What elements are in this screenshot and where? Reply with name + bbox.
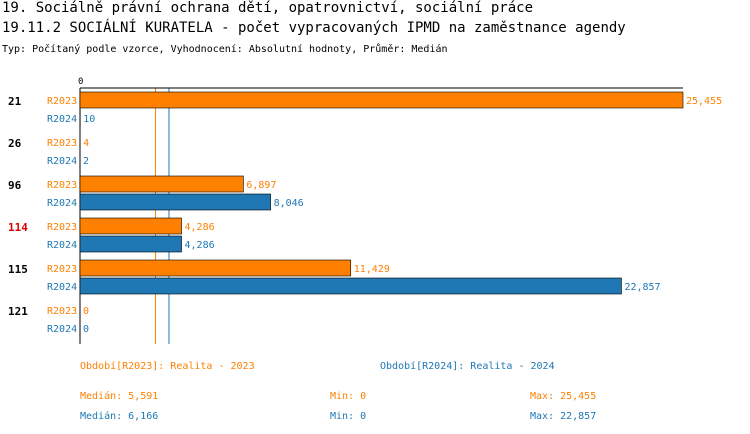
bar-r2023 [79, 175, 244, 193]
category-label: 115 [8, 263, 28, 276]
axis-zero-label: 0 [78, 77, 83, 87]
series-label-r2024: R2024 [47, 198, 77, 209]
stat-median: Medián: 5,591 [80, 390, 158, 402]
category-label: 96 [8, 179, 22, 192]
series-label-r2024: R2024 [47, 324, 77, 335]
series-label-r2023: R2023 [47, 138, 77, 149]
legend-series-1: Období[R2023]: Realita - 2023 [80, 360, 255, 372]
series-label-r2024: R2024 [47, 114, 77, 125]
value-label: 6,897 [246, 180, 276, 191]
bar-r2023 [79, 259, 352, 277]
chart-type-description: Typ: Počítaný podle vzorce, Vyhodnocení:… [2, 44, 448, 55]
bar-r2023 [79, 91, 684, 109]
stat-max: Max: 25,455 [530, 391, 596, 402]
bar-r2024 [79, 235, 182, 253]
series-label-r2023: R2023 [47, 96, 77, 107]
chart-title: 19. Sociálně právní ochrana dětí, opatro… [2, 0, 534, 16]
value-label: 4 [83, 138, 89, 149]
series-label-r2023: R2023 [47, 222, 77, 233]
category-label: 114 [8, 221, 28, 234]
category-label: 26 [8, 137, 22, 150]
value-label: 25,455 [686, 96, 722, 107]
series-label-r2023: R2023 [47, 306, 77, 317]
category-label: 21 [8, 95, 22, 108]
stat-min: Min: 0 [330, 391, 366, 402]
stat-median: Medián: 6,166 [80, 410, 158, 422]
series-label-r2024: R2024 [47, 240, 77, 251]
value-label: 4,286 [185, 222, 215, 233]
chart-subtitle: 19.11.2 SOCIÁLNÍ KURATELA - počet vyprac… [2, 20, 626, 36]
value-label: 2 [83, 156, 89, 167]
value-label: 22,857 [624, 282, 660, 293]
value-label: 0 [83, 306, 89, 317]
series-label-r2023: R2023 [47, 180, 77, 191]
series-label-r2024: R2024 [47, 282, 77, 293]
bar-r2024 [79, 277, 622, 295]
value-label: 10 [83, 114, 95, 125]
legend-series-2: Období[R2024]: Realita - 2024 [380, 360, 555, 372]
stat-min: Min: 0 [330, 411, 366, 422]
value-label: 8,046 [274, 198, 304, 209]
category-label: 121 [8, 305, 28, 318]
value-label: 11,429 [354, 264, 390, 275]
bar-r2023 [79, 217, 182, 235]
bar-r2024 [79, 193, 271, 211]
series-label-r2024: R2024 [47, 156, 77, 167]
value-label: 4,286 [185, 240, 215, 251]
series-label-r2023: R2023 [47, 264, 77, 275]
stat-max: Max: 22,857 [530, 411, 596, 422]
value-label: 0 [83, 324, 89, 335]
